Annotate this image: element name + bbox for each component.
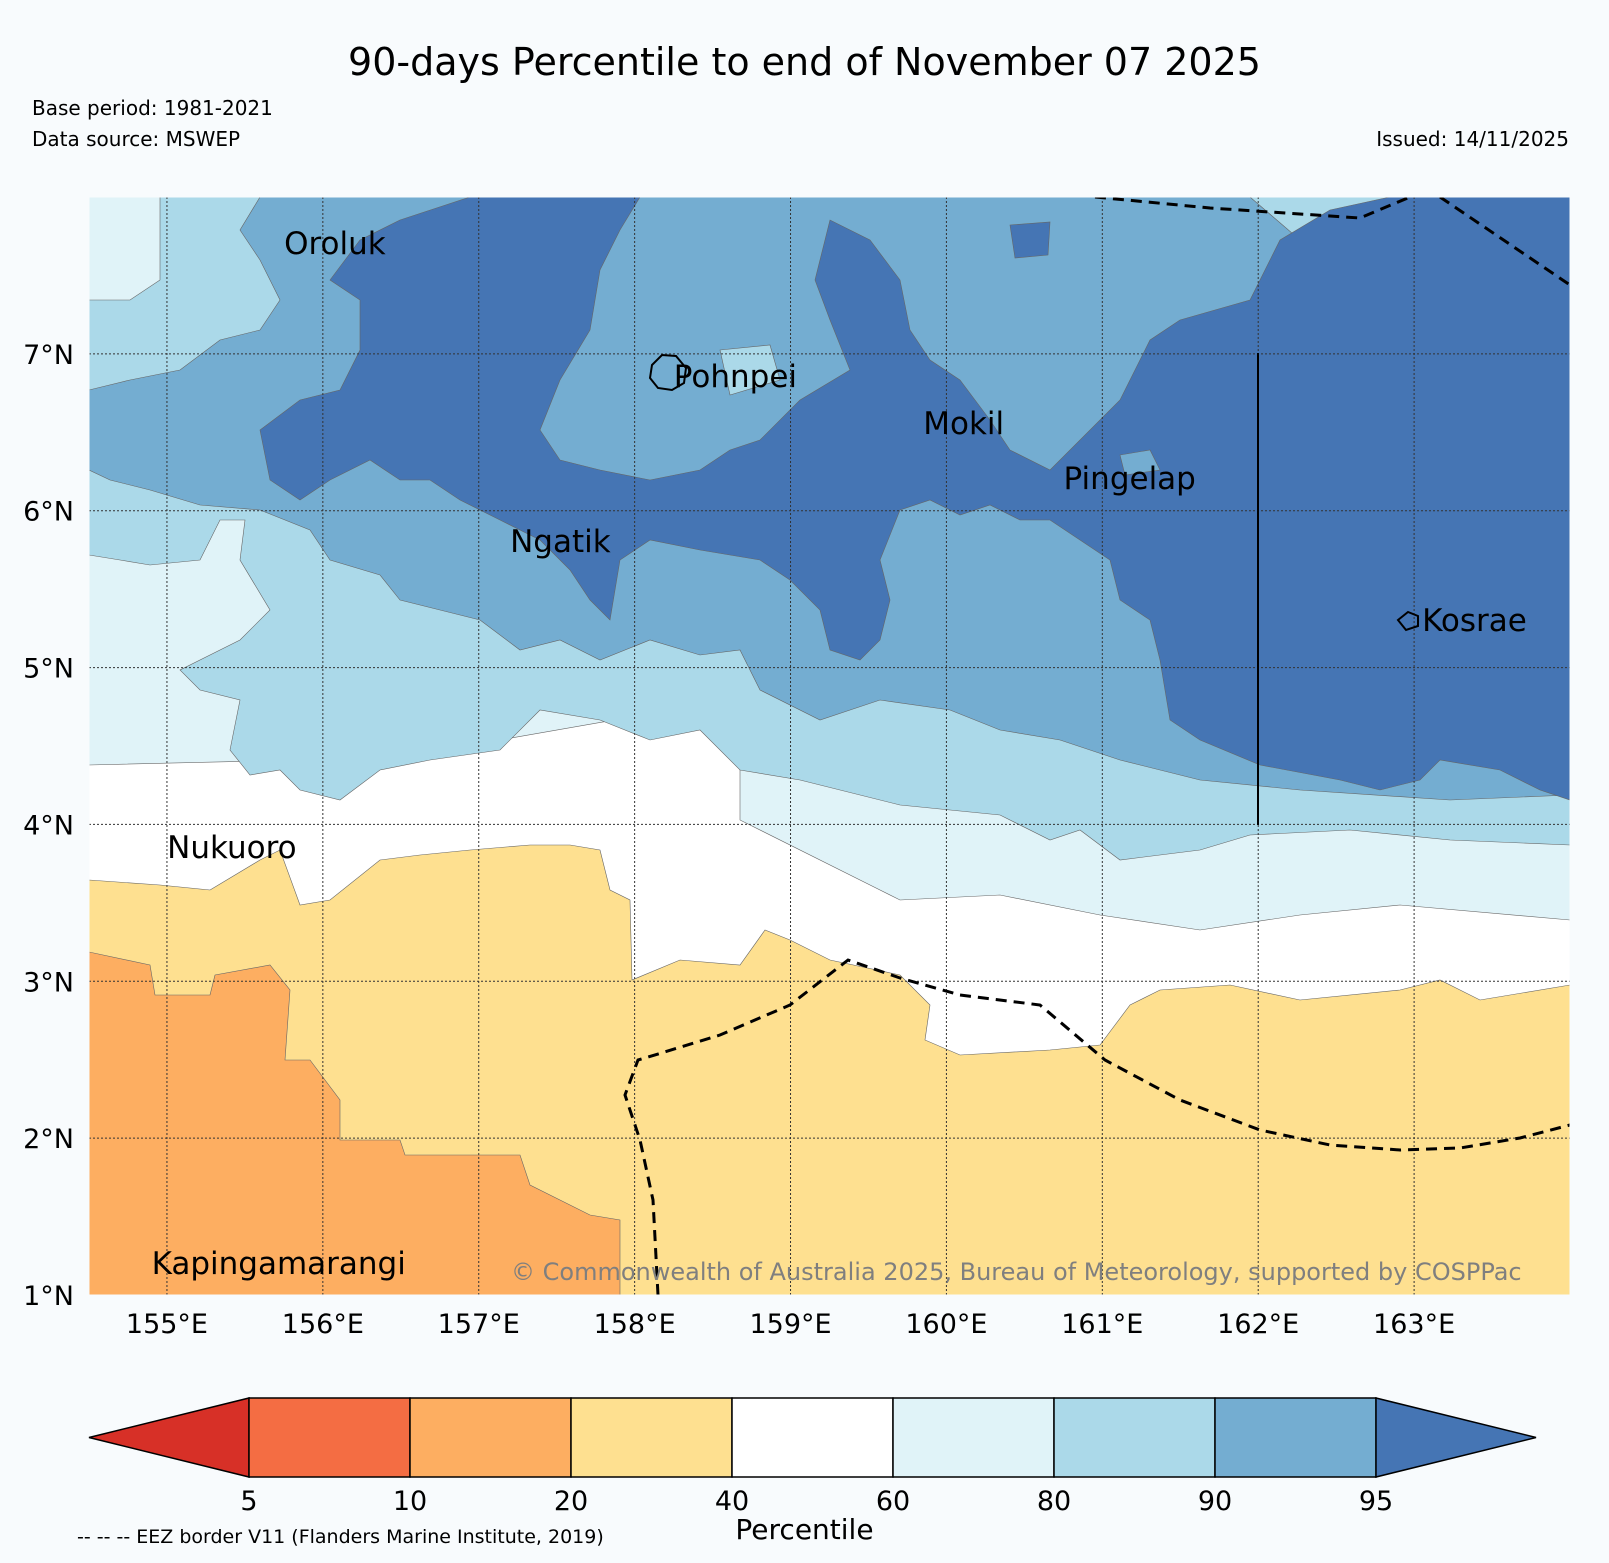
eez-border-south xyxy=(623,958,1570,1295)
lon-tick-label: 162°E xyxy=(1217,1309,1299,1340)
lat-tick-label: 1°N xyxy=(23,1281,74,1312)
longitude-labels: 155°E 156°E 157°E 158°E 159°E 160°E 161°E 162°E… xyxy=(126,1309,1455,1340)
eez-legend-note: -- -- -- EEZ border V11 (Flanders Marine… xyxy=(77,1526,604,1548)
colorbar: 5 10 20 40 60 80 90 95 xyxy=(88,1397,1537,1517)
copyright-notice: © Commonwealth of Australia 2025, Bureau… xyxy=(511,1258,1522,1286)
place-label: Nukuoro xyxy=(167,829,297,866)
colorbar-swatch xyxy=(1053,1397,1216,1478)
region-95-plus xyxy=(259,197,1570,801)
map-title: 90-days Percentile to end of November 07… xyxy=(348,40,1261,84)
colorbar-tick-label: 90 xyxy=(1198,1486,1232,1517)
lat-tick-label: 2°N xyxy=(23,1124,74,1155)
lat-tick-label: 7°N xyxy=(23,340,74,371)
lon-tick-label: 156°E xyxy=(282,1309,364,1340)
colorbar-tick-label: 5 xyxy=(240,1486,257,1517)
lon-tick-label: 158°E xyxy=(594,1309,676,1340)
place-label: Ngatik xyxy=(510,524,611,561)
colorbar-extend-high xyxy=(1375,1397,1537,1478)
eez-border-north xyxy=(1094,197,1570,287)
latitude-labels: 1°N 2°N 3°N 4°N 5°N 6°N 7°N xyxy=(23,340,74,1312)
colorbar-swatch xyxy=(570,1397,733,1478)
colorbar-tick-label: 20 xyxy=(554,1486,588,1517)
lon-tick-label: 161°E xyxy=(1061,1309,1143,1340)
colorbar-tick-label: 60 xyxy=(876,1486,910,1517)
lat-tick-label: 4°N xyxy=(23,810,74,841)
data-source: Data source: MSWEP xyxy=(32,127,241,151)
map-frame xyxy=(88,196,1571,1296)
colorbar-swatch xyxy=(409,1397,572,1478)
pohnpei-island-icon xyxy=(648,353,688,392)
patch-95-plus xyxy=(1009,221,1051,259)
lon-tick-label: 159°E xyxy=(749,1309,831,1340)
issued-date: Issued: 14/11/2025 xyxy=(1376,127,1569,151)
colorbar-swatch xyxy=(892,1397,1055,1478)
colorbar-swatch xyxy=(731,1397,894,1478)
colorbar-swatch xyxy=(248,1397,411,1478)
lat-tick-label: 3°N xyxy=(23,967,74,998)
colorbar-tick-label: 95 xyxy=(1359,1486,1393,1517)
colorbar-tick-label: 80 xyxy=(1037,1486,1071,1517)
map-plot-area xyxy=(89,197,1570,1295)
colorbar-swatch xyxy=(1214,1397,1377,1478)
lon-tick-label: 163°E xyxy=(1373,1309,1455,1340)
lon-tick-label: 157°E xyxy=(438,1309,520,1340)
colorbar-tick-label: 40 xyxy=(715,1486,749,1517)
place-label: Pohnpei xyxy=(673,359,798,396)
colorbar-tick-label: 10 xyxy=(393,1486,427,1517)
base-period: Base period: 1981-2021 xyxy=(32,96,273,120)
lon-tick-label: 160°E xyxy=(905,1309,987,1340)
colorbar-label: Percentile xyxy=(735,1513,874,1546)
place-label: Kosrae xyxy=(1422,602,1527,639)
kosrae-island-icon xyxy=(1396,610,1419,632)
patch-90-95 xyxy=(1119,449,1161,476)
region-10-20 xyxy=(89,951,621,1295)
place-label: Oroluk xyxy=(284,226,386,263)
lon-tick-label: 155°E xyxy=(126,1309,208,1340)
lat-tick-label: 6°N xyxy=(23,497,74,528)
patch-80-90 xyxy=(719,344,781,396)
colorbar-extend-low xyxy=(88,1397,250,1478)
place-label: Pingelap xyxy=(1063,461,1196,498)
place-label: Kapingamarangi xyxy=(151,1245,406,1282)
lat-tick-label: 5°N xyxy=(23,654,74,685)
place-label: Mokil xyxy=(923,406,1005,443)
